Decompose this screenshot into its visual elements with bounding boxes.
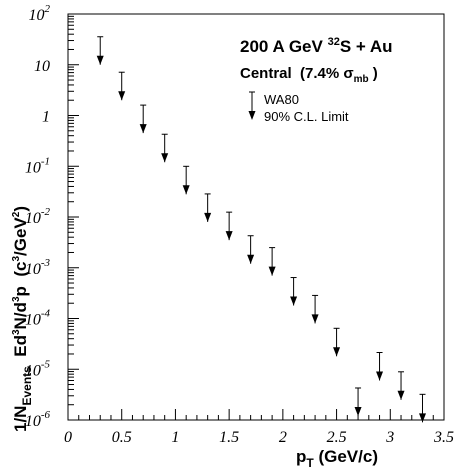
- x-tick-label: 2: [279, 429, 287, 446]
- data-point-upper-limit: [139, 104, 147, 134]
- data-point-upper-limit: [161, 133, 169, 163]
- limit-arrowhead: [96, 55, 104, 65]
- legend-label-wa80: WA80: [264, 92, 299, 107]
- limit-arrowhead: [311, 314, 319, 324]
- data-point-upper-limit: [397, 371, 405, 400]
- x-tick-label: 3: [385, 429, 394, 446]
- y-tick-label: 10-1: [25, 155, 50, 176]
- limit-arrowhead: [247, 254, 255, 264]
- y-tick-label: 10-6: [25, 409, 51, 430]
- data-point-upper-limit: [290, 277, 298, 306]
- y-tick-label: 102: [29, 3, 51, 24]
- limit-arrowhead: [419, 413, 427, 423]
- limit-arrowhead: [161, 153, 169, 163]
- x-tick-label: 1.5: [219, 429, 239, 446]
- y-axis-label: 1/NEvents Ed3N/d3p (c3/GeV2): [11, 206, 34, 432]
- annotation-subtitle: Central (7.4% σmb ): [240, 65, 378, 85]
- x-tick-label: 0.5: [112, 429, 132, 446]
- y-tick-label: 10-3: [25, 257, 51, 278]
- y-ticks-group: 10-6 10-5 10-4 10-3 10-2 10-1 1 10 102: [25, 3, 79, 430]
- limit-arrowhead: [268, 266, 276, 276]
- limit-arrowhead: [376, 371, 384, 381]
- limit-arrowhead: [139, 124, 147, 134]
- data-point-upper-limit: [204, 193, 212, 222]
- data-point-upper-limit: [268, 247, 276, 276]
- y-tick-label: 10-5: [25, 358, 51, 379]
- data-points-group: [96, 36, 427, 423]
- x-tick-label: 1: [171, 429, 179, 446]
- data-point-upper-limit: [225, 211, 233, 241]
- x-tick-label: 3.5: [433, 429, 454, 446]
- data-point-upper-limit: [376, 352, 384, 381]
- x-axis-label: pT (GeV/c): [296, 447, 378, 470]
- x-tick-label: 2.5: [327, 429, 347, 446]
- annotation-title: 200 A GeV 32S + Au: [240, 36, 393, 56]
- limit-arrowhead: [118, 91, 126, 101]
- y-tick-label: 10: [34, 58, 50, 75]
- data-point-upper-limit: [419, 393, 427, 423]
- limit-arrowhead: [182, 185, 190, 195]
- data-point-upper-limit: [311, 294, 319, 324]
- y-tick-label: 10-2: [25, 206, 51, 227]
- data-point-upper-limit: [96, 36, 104, 65]
- data-point-upper-limit: [247, 235, 255, 264]
- limit-arrowhead: [354, 406, 362, 416]
- x-tick-label: 0: [64, 429, 72, 446]
- legend-label-cl: 90% C.L. Limit: [264, 109, 349, 124]
- limit-arrowhead: [290, 296, 298, 306]
- data-point-upper-limit: [118, 71, 126, 101]
- data-point-upper-limit: [354, 387, 362, 416]
- limit-arrowhead: [397, 390, 405, 400]
- legend: WA80 90% C.L. Limit: [248, 91, 349, 124]
- x-ticks-group: 0 0.5 1 1.5 2 2.5 3 3.5: [64, 409, 454, 446]
- legend-arrow-icon: [248, 91, 256, 120]
- limit-arrowhead: [204, 212, 212, 222]
- limit-arrowhead: [333, 347, 341, 357]
- y-tick-label: 1: [42, 109, 50, 126]
- y-tick-label: 10-4: [25, 308, 51, 329]
- data-point-upper-limit: [182, 165, 190, 195]
- limit-arrowhead: [225, 231, 233, 241]
- data-point-upper-limit: [333, 327, 341, 357]
